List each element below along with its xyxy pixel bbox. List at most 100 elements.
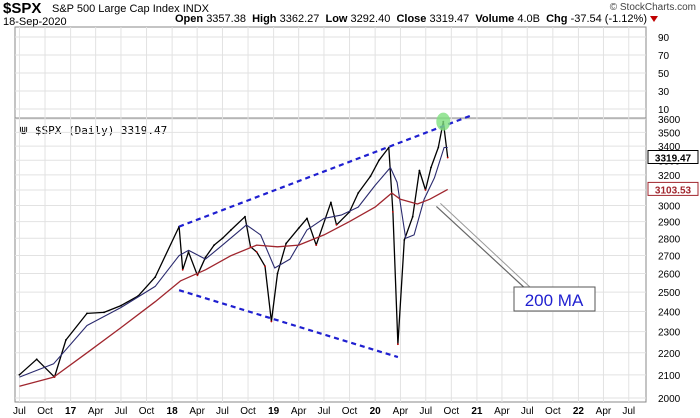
x-tick-label: Oct bbox=[240, 406, 256, 417]
low-value: 3292.40 bbox=[350, 13, 391, 25]
x-tick-label: Jul bbox=[521, 406, 534, 417]
x-tick-label: Jul bbox=[622, 406, 635, 417]
trendline-upper bbox=[178, 114, 473, 228]
price-point bbox=[392, 211, 394, 213]
x-tick-label: Jul bbox=[216, 406, 229, 417]
y-tick-label: 3000 bbox=[658, 202, 681, 213]
x-tick-label: 17 bbox=[65, 406, 77, 417]
price-point bbox=[230, 229, 233, 231]
index-name: S&P 500 Large Cap Index bbox=[52, 3, 180, 15]
ohlc-readout: Open 3357.38 High 3362.27 Low 3292.40 Cl… bbox=[175, 13, 658, 25]
x-tick-label: 18 bbox=[167, 406, 179, 417]
ticker-symbol: $SPX bbox=[3, 0, 42, 17]
peak-highlight bbox=[436, 112, 451, 131]
y-tick-label: 2500 bbox=[658, 288, 681, 299]
price-point bbox=[154, 276, 157, 278]
exchange-label: INDX bbox=[182, 3, 209, 15]
x-tick-label: Apr bbox=[291, 406, 307, 417]
price-point bbox=[244, 215, 246, 218]
price-point bbox=[418, 169, 421, 172]
series-price-label-text: $SPX (Daily) 3319.47 bbox=[34, 124, 168, 137]
x-tick-label: Apr bbox=[494, 406, 510, 417]
x-tick-label: Jul bbox=[419, 406, 432, 417]
price-point bbox=[437, 146, 440, 149]
annotation-box bbox=[513, 286, 596, 312]
x-tick-label: Apr bbox=[393, 406, 409, 417]
down-arrow-icon bbox=[650, 16, 658, 23]
y-tick-label: 3200 bbox=[658, 171, 681, 182]
x-tick-label: Oct bbox=[139, 406, 155, 417]
price-point bbox=[86, 312, 88, 315]
y-tick-label: 2700 bbox=[658, 252, 681, 263]
y-tick-label: 2900 bbox=[658, 218, 681, 229]
open-value: 3357.38 bbox=[206, 13, 246, 25]
price-point bbox=[181, 268, 184, 271]
price-point bbox=[276, 272, 279, 275]
price-point bbox=[120, 304, 122, 307]
series-spx-daily-line bbox=[18, 120, 449, 378]
x-tick-label: Jul bbox=[115, 406, 128, 417]
indicator-tick-label: 50 bbox=[658, 69, 670, 80]
price-point bbox=[196, 274, 199, 277]
price-point bbox=[430, 166, 432, 169]
last-price-flag-box bbox=[647, 150, 699, 164]
price-point bbox=[221, 237, 224, 240]
annotation-200ma: 200 MA bbox=[513, 286, 596, 312]
indicator-tick-label: 90 bbox=[658, 33, 670, 44]
annotation-text: 200 MA bbox=[525, 291, 584, 310]
high-label: High bbox=[252, 13, 277, 25]
y-tick-label: 2000 bbox=[658, 394, 681, 405]
y-tick-label: 2800 bbox=[658, 234, 681, 245]
volume-label: Volume bbox=[475, 13, 515, 25]
price-point bbox=[446, 156, 449, 159]
price-point bbox=[35, 358, 38, 361]
chg-label: Chg bbox=[546, 13, 568, 25]
plot-frame bbox=[14, 26, 647, 403]
price-point bbox=[397, 343, 399, 346]
series-50-ma-line bbox=[19, 146, 448, 378]
ma-value-flag: 3103.53 bbox=[647, 181, 699, 196]
series-200-ma-line bbox=[19, 188, 449, 387]
last-price-flag-text: 3319.47 bbox=[655, 154, 692, 165]
y-tick-label: 3500 bbox=[658, 128, 681, 139]
y-tick-label: 2400 bbox=[658, 307, 681, 318]
copyright-text: © StockCharts.com bbox=[609, 2, 696, 13]
x-tick-label: Apr bbox=[88, 406, 104, 417]
price-point bbox=[330, 201, 332, 204]
y-tick-label: 3600 bbox=[658, 115, 681, 126]
price-point bbox=[357, 192, 360, 194]
price-point bbox=[187, 251, 190, 253]
price-point bbox=[378, 159, 380, 162]
price-point bbox=[103, 311, 105, 314]
price-point bbox=[424, 189, 427, 191]
x-tick-label: Jul bbox=[13, 406, 26, 417]
indicator-tick-label: 10 bbox=[658, 105, 670, 116]
y-tick-label: 2300 bbox=[658, 328, 681, 339]
price-point bbox=[264, 265, 266, 268]
x-tick-label: 21 bbox=[471, 406, 483, 417]
price-point bbox=[204, 256, 207, 259]
price-point bbox=[411, 215, 414, 218]
price-point bbox=[403, 239, 406, 241]
x-tick-label: Oct bbox=[444, 406, 460, 417]
open-label: Open bbox=[175, 13, 204, 25]
callout-leader bbox=[435, 205, 529, 292]
y-tick-label: 2200 bbox=[658, 349, 681, 360]
trendline-lower bbox=[178, 289, 399, 359]
legend-swatch-icon: ⋓ bbox=[19, 124, 29, 137]
price-point bbox=[369, 175, 372, 178]
x-tick-label: Jul bbox=[318, 406, 331, 417]
ma-value-flag-box bbox=[647, 181, 699, 196]
low-label: Low bbox=[325, 13, 348, 25]
x-tick-label: 19 bbox=[268, 406, 280, 417]
x-tick-label: Oct bbox=[342, 406, 358, 417]
last-price-flag: 3319.47 bbox=[647, 150, 699, 165]
close-value: 3319.47 bbox=[429, 13, 470, 25]
x-tick-label: 20 bbox=[370, 406, 382, 417]
close-label: Close bbox=[396, 13, 427, 25]
price-point bbox=[297, 227, 300, 230]
price-point bbox=[285, 242, 287, 245]
price-point bbox=[387, 146, 390, 149]
chg-value: -37.54 (-1.12%) bbox=[570, 13, 647, 25]
